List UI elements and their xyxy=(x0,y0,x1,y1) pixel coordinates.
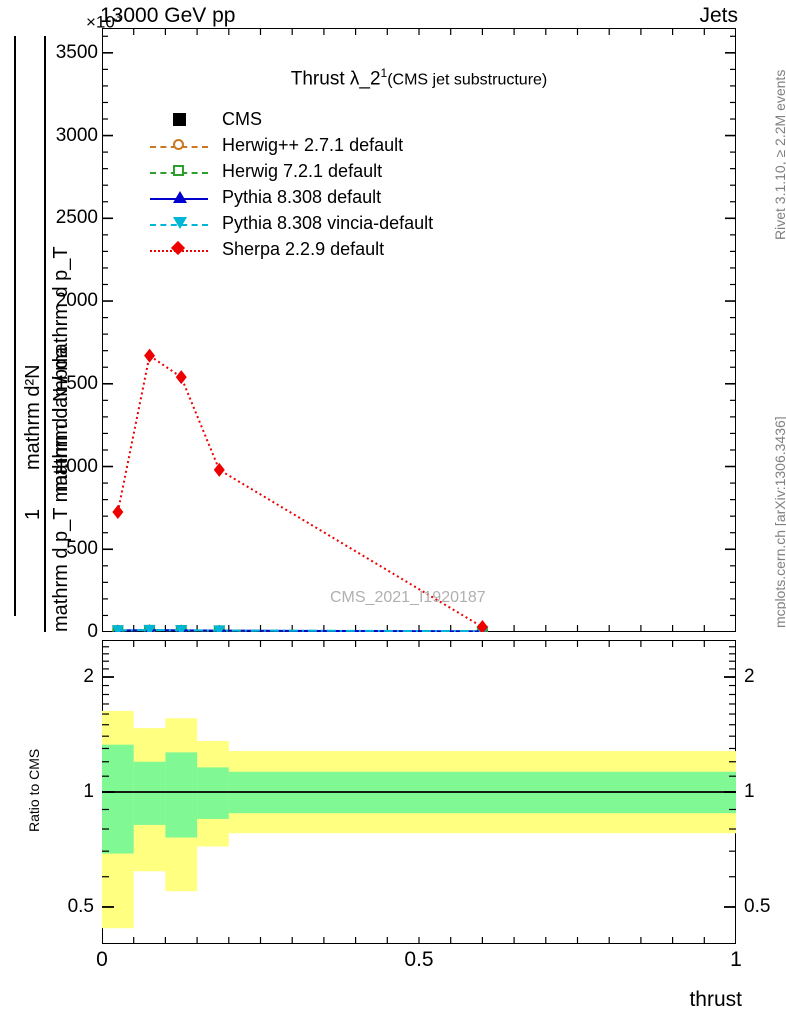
x-axis-tick-label: 1 xyxy=(730,948,742,971)
marker-shape xyxy=(173,191,187,203)
page-title: Thrust λ_21(CMS jet substructure) xyxy=(102,66,736,90)
plot-title-superscript: 1 xyxy=(380,66,388,80)
legend-marker-triangle-down xyxy=(150,212,208,238)
ratio-y-tick-labels-left: 0.5 1 2 xyxy=(30,640,98,944)
exponent-prefix: ×10 xyxy=(86,12,115,32)
x-axis-tick-label: 0 xyxy=(96,948,108,971)
y-axis-exponent: ×103 xyxy=(86,12,121,33)
marker-shape xyxy=(173,165,184,176)
legend-symbol xyxy=(173,165,187,179)
y-axis-tick-label: 1500 xyxy=(55,372,98,394)
legend-item: Pythia 8.308 vincia-default xyxy=(150,212,480,238)
legend-marker-square-open xyxy=(150,160,208,186)
y-axis-tick-label: 2000 xyxy=(55,290,98,312)
y-axis-tick-label: 1000 xyxy=(55,455,98,477)
series-sherpa-2-2-9-default xyxy=(112,348,488,632)
uncertainty-band-inner xyxy=(165,752,198,838)
legend-label: Pythia 8.308 vincia-default xyxy=(222,213,434,233)
legend-marker-circle-open xyxy=(150,134,208,160)
marker-shape xyxy=(173,113,186,126)
x-axis-title: thrust xyxy=(689,988,742,1011)
legend-item: Sherpa 2.2.9 default xyxy=(150,238,480,264)
ratio-tick-label: 1 xyxy=(744,781,755,802)
analysis-category-label: Jets xyxy=(699,4,738,27)
y-axis-outer-fraction-bar xyxy=(14,36,16,616)
y-axis-tick-label: 3500 xyxy=(55,41,98,63)
ratio-axis-label: Ratio to CMS xyxy=(26,748,42,832)
plot-title-main: Thrust xyxy=(290,68,350,90)
uncertainty-band-inner xyxy=(133,761,166,825)
legend-marker-square-filled xyxy=(150,108,208,134)
y-axis-tick-label: 500 xyxy=(66,538,98,560)
legend-symbol xyxy=(173,191,187,205)
uncertainty-band-inner xyxy=(197,767,229,819)
y-axis-tick-label: 2500 xyxy=(55,207,98,229)
series-pythia-8-308-vincia-default xyxy=(111,625,489,632)
uncertainty-band-inner xyxy=(102,744,134,854)
x-axis-tick-label: 0.5 xyxy=(404,948,434,971)
legend-symbol xyxy=(173,113,187,127)
ratio-y-tick-labels-right: 0.5 1 2 xyxy=(742,640,786,944)
plot-title-parenthetical: (CMS jet substructure) xyxy=(387,71,548,89)
legend-marker-diamond xyxy=(150,238,208,264)
exponent-power: 3 xyxy=(114,12,121,24)
legend-label: Herwig 7.2.1 default xyxy=(222,161,383,181)
legend-item: Pythia 8.308 default xyxy=(150,186,480,212)
y-axis-tick-labels: 0 500 1000 1500 2000 2500 3000 3500 xyxy=(34,28,98,642)
ratio-tick-label: 0.5 xyxy=(67,895,94,917)
legend-marker-triangle-up xyxy=(150,186,208,212)
y-axis-tick-label: 3000 xyxy=(55,124,98,146)
y-axis-tick-label: 0 xyxy=(87,621,98,642)
legend-label: Pythia 8.308 default xyxy=(222,187,382,207)
ratio-tick-label: 0.5 xyxy=(744,895,771,917)
legend-item: CMS xyxy=(150,108,480,134)
main-plot-canvas xyxy=(102,28,736,632)
rivet-version-note: Rivet 3.1.10, ≥ 2.2M events xyxy=(772,69,786,240)
legend-item: Herwig 7.2.1 default xyxy=(150,160,480,186)
series-pythia-8-308-default xyxy=(113,624,487,632)
legend-item: Herwig++ 2.7.1 default xyxy=(150,134,480,160)
legend-label: CMS xyxy=(222,109,262,129)
marker-shape xyxy=(173,139,184,150)
analysis-id-watermark: CMS_2021_I1920187 xyxy=(330,589,486,606)
marker-shape xyxy=(173,217,187,229)
legend-symbol xyxy=(173,217,187,231)
legend-label: Sherpa 2.2.9 default xyxy=(222,239,385,259)
y-axis-inner-fraction-bar xyxy=(44,36,46,632)
legend: CMS Herwig++ 2.7.1 default Herwig 7.2.1 de… xyxy=(150,108,480,264)
ratio-tick-label: 1 xyxy=(83,781,94,802)
legend-symbol xyxy=(173,139,187,153)
plot-title-symbol: λ_2 xyxy=(349,68,381,90)
ratio-tick-label: 2 xyxy=(744,666,755,688)
mcplots-reference-note: mcplots.cern.ch [arXiv:1306.3436] xyxy=(772,416,786,628)
beam-energy-label: 13000 GeV pp xyxy=(100,4,236,27)
marker-shape xyxy=(170,240,186,256)
legend-label: Herwig++ 2.7.1 default xyxy=(222,135,404,155)
ratio-plot-canvas xyxy=(102,640,736,944)
ratio-tick-label: 2 xyxy=(83,666,94,688)
x-axis-tick-labels: 0 0.5 1 xyxy=(96,948,742,978)
legend-symbol xyxy=(170,240,187,257)
